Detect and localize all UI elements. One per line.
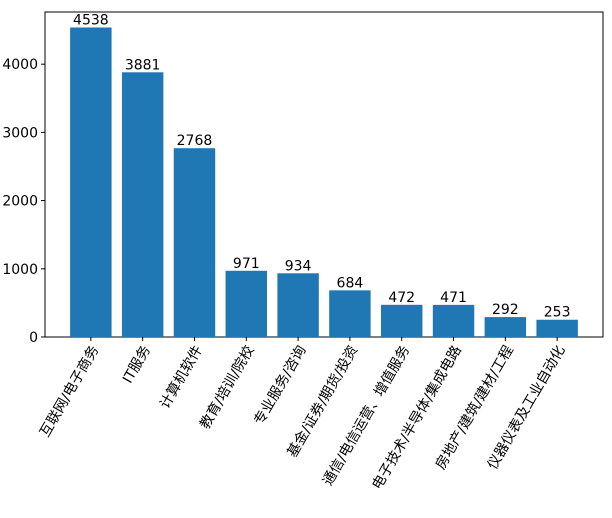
y-tick-label: 2000	[2, 194, 38, 210]
plot-frame	[44, 11, 604, 338]
bar	[277, 273, 319, 337]
bar	[329, 290, 371, 337]
bar	[536, 319, 578, 337]
x-tick-label: 计算机软件	[157, 343, 206, 412]
bar	[225, 270, 268, 337]
bar	[70, 27, 112, 337]
x-tick-label: 教育/培训/院校	[196, 343, 257, 432]
value-label: 684	[337, 275, 364, 291]
bar	[173, 148, 216, 337]
bar	[484, 317, 527, 337]
x-tick-label: 互联网/电子商务	[37, 343, 102, 440]
value-label: 934	[285, 258, 312, 274]
value-label: 253	[544, 305, 571, 321]
x-tick-label: IT服务	[120, 343, 154, 386]
y-tick-label: 1000	[2, 262, 38, 278]
value-label: 971	[233, 256, 260, 272]
bar	[432, 304, 475, 337]
bar	[380, 304, 423, 337]
value-label: 292	[492, 302, 519, 318]
y-tick-label: 0	[29, 330, 38, 346]
value-label: 472	[388, 290, 415, 306]
x-tick-label: 电子技术/半导体/集成电路	[369, 343, 465, 493]
bar	[121, 72, 164, 337]
value-label: 471	[440, 290, 467, 306]
x-tick-label: 专业服务/咨询	[251, 343, 309, 428]
y-tick-label: 3000	[2, 125, 38, 141]
value-label: 3881	[125, 57, 161, 73]
y-tick-label: 4000	[2, 57, 38, 73]
value-label: 2768	[177, 133, 213, 149]
value-label: 4538	[73, 12, 109, 28]
